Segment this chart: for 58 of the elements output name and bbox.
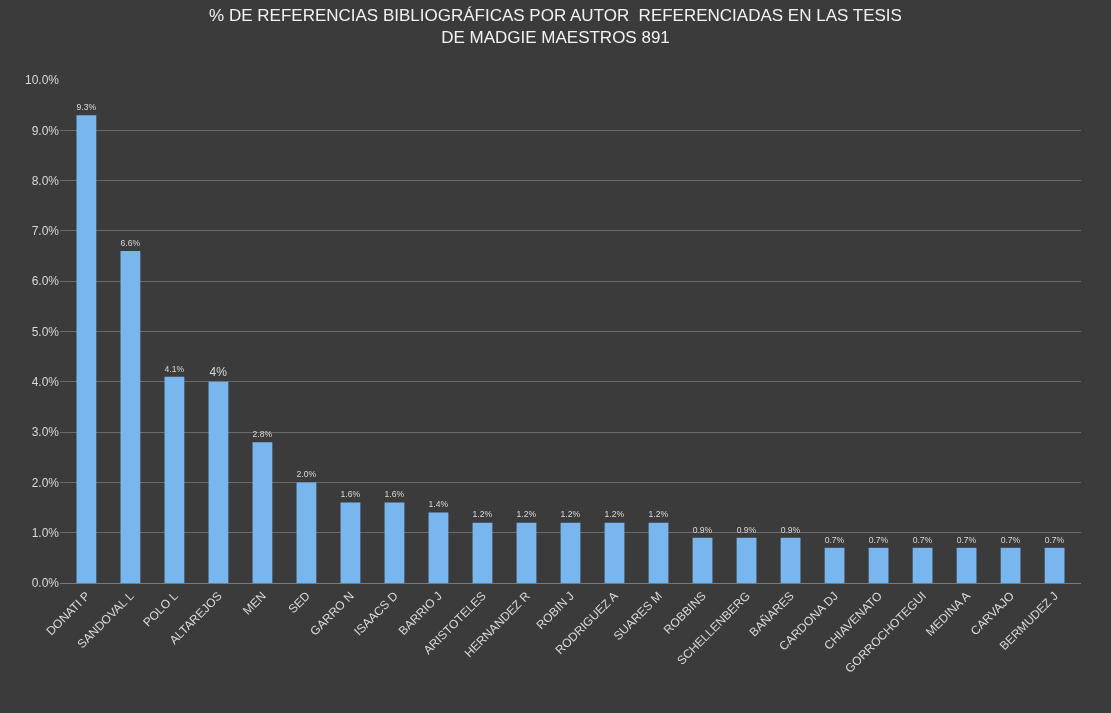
y-tick-label: 5.0%: [31, 324, 60, 339]
data-label: 1.6%: [340, 489, 361, 500]
bar: [560, 522, 581, 583]
data-label: 0.9%: [692, 524, 713, 535]
y-tick-label: 8.0%: [31, 173, 60, 188]
data-label: 0.9%: [780, 524, 801, 535]
data-label: 0.7%: [1000, 534, 1021, 545]
data-label: 2.0%: [296, 469, 317, 480]
bar: [648, 522, 669, 583]
bar: [340, 502, 361, 583]
y-tick-label: 3.0%: [31, 425, 60, 440]
bar: [120, 251, 141, 583]
bar: [868, 547, 889, 583]
bar: [604, 522, 625, 583]
data-label: 1.2%: [472, 509, 493, 520]
bar: [516, 522, 537, 583]
bar: [780, 537, 801, 583]
data-label: 1.2%: [648, 509, 669, 520]
bar: [76, 115, 97, 583]
y-tick-label: 9.0%: [31, 123, 60, 138]
y-tick-label: 2.0%: [31, 475, 60, 490]
data-label: 4%: [209, 364, 228, 379]
bar: [428, 512, 449, 583]
data-label: 6.6%: [120, 237, 141, 248]
y-tick-label: 6.0%: [31, 274, 60, 289]
bar: [252, 442, 273, 583]
data-label: 1.2%: [560, 509, 581, 520]
bar: [472, 522, 493, 583]
data-label: 0.7%: [956, 534, 977, 545]
data-label: 0.7%: [868, 534, 889, 545]
y-tick-label: 7.0%: [31, 224, 60, 239]
bar: [384, 502, 405, 583]
data-label: 2.8%: [252, 429, 273, 440]
bar: [1044, 547, 1065, 583]
data-label: 1.4%: [428, 499, 449, 510]
data-label: 1.6%: [384, 489, 405, 500]
data-label: 0.7%: [912, 534, 933, 545]
bar: [164, 376, 185, 583]
y-tick-label: 10.0%: [24, 73, 60, 88]
bar: [296, 482, 317, 583]
data-label: 1.2%: [516, 509, 537, 520]
bar: [956, 547, 977, 583]
chart-title: % DE REFERENCIAS BIBLIOGRÁFICAS POR AUTOR REFERENCIADAS EN LAS TESIS DE MADGIE MAESTROS 891: [209, 6, 902, 48]
y-tick-label: 4.0%: [31, 375, 60, 389]
data-label: 1.2%: [604, 509, 625, 520]
y-tick-label: 0.0%: [31, 576, 60, 591]
y-tick-label: 1.0%: [31, 525, 60, 540]
data-label: 0.7%: [824, 534, 845, 545]
data-label: 0.9%: [736, 524, 757, 535]
bar: [208, 381, 229, 583]
bar: [736, 537, 757, 583]
bar: [912, 547, 933, 583]
bar: [824, 547, 845, 583]
data-label: 9.3%: [76, 102, 97, 113]
bar: [692, 537, 713, 583]
data-label: 4.1%: [164, 363, 185, 374]
data-label: 0.7%: [1044, 534, 1065, 545]
bar: [1000, 547, 1021, 583]
